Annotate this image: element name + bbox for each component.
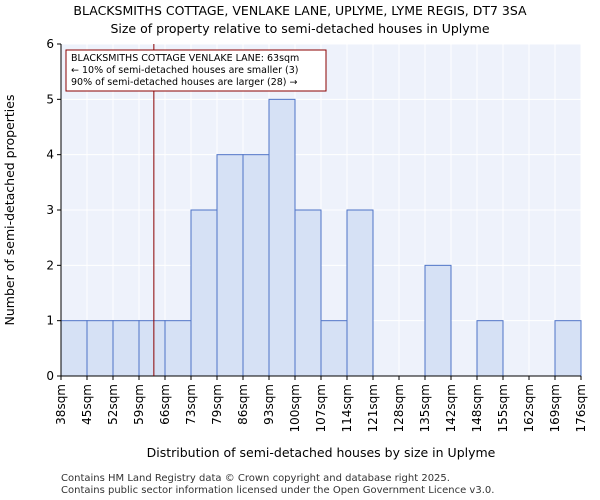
x-tick-label: 107sqm bbox=[314, 384, 328, 432]
bar bbox=[164, 320, 192, 377]
y-tick-label: 5 bbox=[46, 92, 54, 106]
bar bbox=[216, 154, 244, 377]
y-tick-label: 0 bbox=[46, 369, 54, 383]
x-tick-label: 86sqm bbox=[236, 384, 250, 425]
x-tick-label: 45sqm bbox=[80, 384, 94, 425]
x-tick-label: 73sqm bbox=[184, 384, 198, 425]
bar bbox=[476, 320, 504, 377]
bar bbox=[424, 264, 452, 377]
x-tick-label: 169sqm bbox=[548, 384, 562, 432]
footer-licence: Contains public sector information licen… bbox=[61, 485, 495, 496]
chart-subtitle: Size of property relative to semi-detach… bbox=[110, 21, 490, 36]
x-tick-label: 114sqm bbox=[340, 384, 354, 432]
bar bbox=[320, 320, 348, 377]
bar bbox=[138, 320, 166, 377]
bar bbox=[554, 320, 582, 377]
bar bbox=[190, 209, 218, 377]
y-tick-label: 3 bbox=[46, 203, 54, 217]
x-tick-label: 128sqm bbox=[392, 384, 406, 432]
x-tick-label: 52sqm bbox=[106, 384, 120, 425]
x-tick-label: 59sqm bbox=[132, 384, 146, 425]
x-tick-label: 66sqm bbox=[158, 384, 172, 425]
x-tick-label: 100sqm bbox=[288, 384, 302, 432]
y-tick-label: 6 bbox=[46, 37, 54, 51]
x-tick-label: 93sqm bbox=[262, 384, 276, 425]
bar bbox=[294, 209, 322, 377]
bar bbox=[112, 320, 140, 377]
annotation-box bbox=[65, 49, 327, 92]
x-tick-label: 176sqm bbox=[574, 384, 588, 432]
y-tick-label: 1 bbox=[46, 314, 54, 328]
x-tick-label: 79sqm bbox=[210, 384, 224, 425]
annotation-text: ← 10% of semi-detached houses are smalle… bbox=[71, 65, 299, 76]
bar bbox=[346, 209, 374, 377]
y-axis-label: Number of semi-detached properties bbox=[2, 95, 17, 326]
y-tick-label: 2 bbox=[46, 258, 54, 272]
footer-copyright: Contains HM Land Registry data © Crown c… bbox=[61, 473, 450, 484]
x-tick-label: 38sqm bbox=[54, 384, 68, 425]
x-tick-label: 135sqm bbox=[418, 384, 432, 432]
histogram-chart: 0 1 2 3 4 5 6 38sqm 45sqm 52sqm 59sqm 66sqm 73sqm 79s… bbox=[2, 37, 588, 460]
x-axis-label: Distribution of semi-detached houses by … bbox=[147, 445, 496, 460]
x-tick-label: 121sqm bbox=[366, 384, 380, 432]
annotation-text: BLACKSMITHS COTTAGE VENLAKE LANE: 63sqm bbox=[71, 53, 299, 64]
annotation-text: 90% of semi-detached houses are larger (… bbox=[71, 77, 298, 88]
x-tick-label: 155sqm bbox=[496, 384, 510, 432]
bar bbox=[268, 98, 296, 377]
x-tick-label: 142sqm bbox=[444, 384, 458, 432]
chart-title: BLACKSMITHS COTTAGE, VENLAKE LANE, UPLYM… bbox=[73, 3, 527, 18]
x-tick-label: 162sqm bbox=[522, 384, 536, 432]
y-tick-label: 4 bbox=[46, 148, 54, 162]
bar bbox=[60, 320, 88, 377]
x-tick-label: 148sqm bbox=[470, 384, 484, 432]
bar bbox=[242, 154, 270, 377]
bar bbox=[86, 320, 114, 377]
